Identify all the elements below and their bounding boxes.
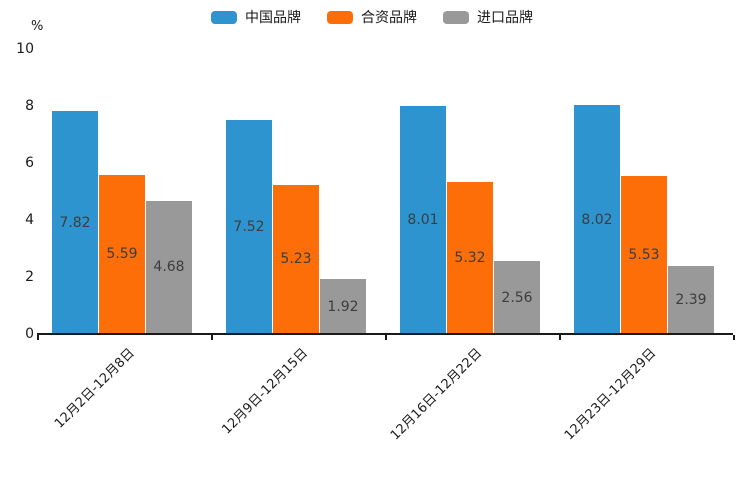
bar-value-label: 5.23 xyxy=(280,251,312,268)
bar-import: 1.92 xyxy=(320,279,366,334)
y-tick-label: 10 xyxy=(16,41,34,57)
legend: 中国品牌 合资品牌 进口品牌 xyxy=(0,7,744,27)
y-tick-label: 8 xyxy=(25,98,34,114)
legend-swatch-joint-venture-brand-icon xyxy=(327,10,353,24)
bar-joint-venture: 5.23 xyxy=(273,184,319,334)
x-axis-tick xyxy=(37,335,39,340)
x-axis-line xyxy=(37,333,733,335)
bar-value-label: 7.52 xyxy=(233,218,265,235)
legend-swatch-import-brand-icon xyxy=(443,10,469,24)
y-tick-label: 2 xyxy=(25,269,34,285)
bar-value-label: 4.68 xyxy=(153,259,185,276)
bar-joint-venture: 5.32 xyxy=(447,182,493,334)
x-axis-tick xyxy=(385,335,387,340)
x-axis-tick xyxy=(559,335,561,340)
x-axis-tick xyxy=(211,335,213,340)
bar-value-label: 8.01 xyxy=(407,211,439,228)
x-category-label: 12月9日-12月15日 xyxy=(219,345,312,438)
x-category-label: 12月2日-12月8日 xyxy=(51,345,138,432)
bar-value-label: 8.02 xyxy=(581,211,613,228)
y-axis-unit-label: % xyxy=(31,19,44,34)
bar-value-label: 2.39 xyxy=(675,291,707,308)
x-axis-tick xyxy=(733,335,735,340)
y-tick-label: 0 xyxy=(25,326,34,342)
x-category-label: 12月23日-12月29日 xyxy=(561,345,660,444)
bar-china: 7.52 xyxy=(226,119,272,334)
bar-value-label: 2.56 xyxy=(501,289,533,306)
legend-label-import-brand: 进口品牌 xyxy=(477,10,533,26)
bar-value-label: 5.32 xyxy=(454,250,486,267)
bar-value-label: 5.59 xyxy=(106,246,138,263)
legend-item-joint-venture-brand: 合资品牌 xyxy=(327,7,417,27)
y-tick-label: 6 xyxy=(25,155,34,171)
legend-swatch-china-brand-icon xyxy=(211,10,237,24)
legend-item-import-brand: 进口品牌 xyxy=(443,7,533,27)
legend-label-joint-venture-brand: 合资品牌 xyxy=(361,10,417,26)
bar-value-label: 5.53 xyxy=(628,247,660,264)
bar-joint-venture: 5.59 xyxy=(99,174,145,334)
bar-import: 4.68 xyxy=(146,200,192,334)
bar-value-label: 7.82 xyxy=(59,214,91,231)
bar-china: 8.01 xyxy=(400,105,446,334)
bar-import: 2.39 xyxy=(668,265,714,334)
bar-import: 2.56 xyxy=(494,261,540,334)
legend-label-china-brand: 中国品牌 xyxy=(245,10,301,26)
x-category-label: 12月16日-12月22日 xyxy=(387,345,486,444)
bar-china: 8.02 xyxy=(574,105,620,334)
bar-china: 7.82 xyxy=(52,111,98,334)
y-tick-label: 4 xyxy=(25,212,34,228)
bar-value-label: 1.92 xyxy=(327,298,359,315)
legend-item-china-brand: 中国品牌 xyxy=(211,7,301,27)
bar-joint-venture: 5.53 xyxy=(621,176,667,334)
